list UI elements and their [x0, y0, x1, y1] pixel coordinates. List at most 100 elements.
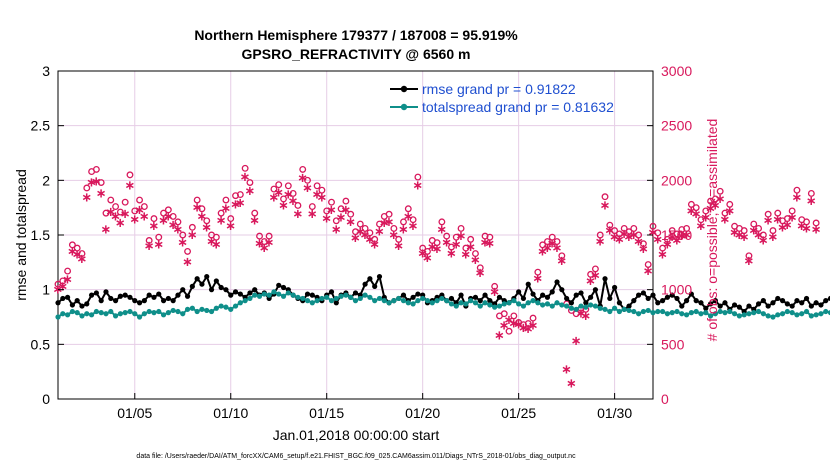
obs-assimilated-marker: ∗ [134, 203, 145, 218]
spread-point [132, 311, 138, 317]
obs-possible-marker [376, 220, 383, 228]
obs-assimilated-marker: ∗ [528, 319, 539, 334]
rmse-point [659, 298, 666, 304]
spread-point [477, 303, 483, 309]
obs-possible-marker [83, 184, 91, 192]
obs-assimilated-marker: ∗ [710, 198, 721, 213]
obs-possible-marker [596, 231, 604, 239]
obs-assimilated-marker: ∗ [307, 207, 318, 222]
obs-possible-marker [222, 196, 230, 204]
obs-assimilated-marker: ∗ [782, 218, 793, 233]
spread-point [794, 312, 800, 318]
rmse-point [674, 295, 680, 302]
rmse-point [146, 292, 152, 298]
spread-point [578, 303, 584, 309]
obs-possible-marker [294, 202, 302, 209]
spread-point [741, 312, 747, 318]
spread-point [319, 295, 325, 302]
obs-assimilated-marker: ∗ [336, 210, 347, 225]
obs-assimilated-marker: ∗ [139, 209, 150, 224]
spread-point [463, 301, 469, 307]
obs-possible-marker [476, 264, 484, 272]
y2-tick-label: 500 [661, 336, 685, 352]
x-tick-label: 01/20 [405, 405, 440, 421]
obs-possible-marker [371, 235, 379, 243]
spread-point [146, 308, 152, 315]
obs-assimilated-marker: ∗ [552, 241, 563, 256]
spread-point [180, 311, 186, 317]
obs-possible-marker [654, 229, 662, 237]
rmse-point [98, 298, 104, 304]
rmse-point [717, 303, 723, 309]
rmse-point [722, 300, 728, 306]
obs-assimilated-marker: ∗ [648, 226, 659, 241]
spread-point [156, 308, 162, 315]
obs-assimilated-marker: ∗ [436, 222, 447, 237]
obs-assimilated-marker: ∗ [542, 241, 553, 256]
obs-assimilated-marker: ∗ [614, 232, 625, 247]
y2-tick-label: 2500 [661, 118, 692, 134]
spread-point [540, 302, 546, 308]
obs-possible-marker [64, 267, 72, 275]
obs-possible-marker [241, 164, 249, 172]
obs-assimilated-marker: ∗ [619, 227, 630, 242]
spread-point [664, 311, 670, 317]
rmse-point [736, 304, 742, 310]
obs-possible-marker [697, 216, 705, 224]
spread-point [204, 307, 210, 314]
obs-assimilated-marker: ∗ [393, 239, 404, 254]
obs-assimilated-marker: ∗ [739, 230, 750, 245]
spread-point [429, 300, 435, 306]
spread-point [64, 312, 71, 318]
obs-possible-marker [169, 212, 177, 220]
obs-assimilated-marker: ∗ [77, 252, 88, 267]
obs-possible-marker [409, 216, 417, 224]
obs-assimilated-marker: ∗ [681, 228, 692, 243]
spread-point [803, 308, 810, 315]
obs-possible-marker [126, 171, 134, 179]
rmse-point [415, 291, 421, 297]
obs-possible-marker [587, 270, 595, 278]
spread-point [376, 295, 383, 302]
spread-point [237, 300, 243, 306]
rmse-point [194, 276, 200, 282]
spread-point [736, 313, 742, 319]
obs-possible-marker [275, 181, 283, 189]
obs-possible-marker [659, 244, 667, 252]
obs-assimilated-marker: ∗ [259, 241, 270, 256]
obs-possible-marker [92, 165, 100, 173]
obs-possible-marker [400, 218, 407, 226]
spread-point [199, 306, 205, 312]
y-axis-label: rmse and totalspread [13, 169, 29, 301]
spread-point [516, 301, 522, 307]
obs-possible-marker [414, 173, 422, 181]
spread-point [208, 308, 215, 315]
obs-assimilated-marker: ∗ [691, 207, 702, 222]
spread-point [655, 308, 661, 315]
spread-point [213, 305, 219, 311]
rmse-point [482, 292, 488, 298]
obs-assimilated-marker: ∗ [196, 209, 207, 224]
rmse-point [640, 290, 647, 296]
obs-assimilated-marker: ∗ [470, 253, 481, 268]
obs-assimilated-marker: ∗ [700, 210, 711, 225]
obs-possible-marker [260, 238, 268, 246]
spread-point [535, 300, 541, 306]
spread-point [304, 298, 311, 304]
obs-possible-marker [404, 205, 412, 213]
rmse-point [228, 292, 234, 298]
spread-point [698, 311, 704, 317]
obs-assimilated-marker: ∗ [484, 237, 495, 252]
obs-possible-marker [299, 165, 307, 173]
obs-possible-marker [174, 218, 182, 226]
rmse-point [698, 300, 704, 306]
spread-point [151, 310, 157, 316]
obs-assimilated-marker: ∗ [321, 212, 332, 227]
obs-possible-marker [803, 218, 810, 226]
spread-point [770, 314, 776, 320]
spread-point [765, 313, 771, 319]
rmse-point [84, 301, 90, 307]
obs-possible-marker [246, 179, 254, 186]
rmse-point [199, 281, 205, 287]
spread-point [405, 300, 411, 306]
